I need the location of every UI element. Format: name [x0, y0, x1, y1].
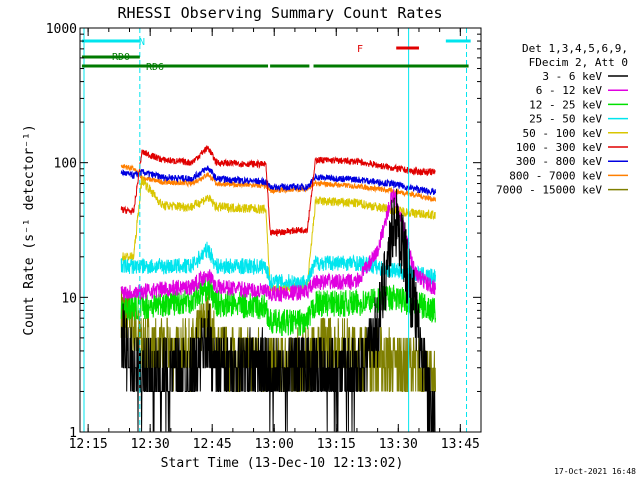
series-line-5 — [120, 145, 436, 238]
flag-label-f: F — [357, 44, 363, 55]
x-tick-label-4: 13:15 — [317, 437, 356, 452]
y-tick-label-0: 1 — [69, 426, 77, 441]
series-line-2 — [120, 273, 436, 337]
x-tick-label-6: 13:45 — [441, 437, 480, 452]
legend-header-line-1: Det 1,3,4,5,6,9, — [522, 42, 628, 55]
x-tick-label-5: 13:30 — [379, 437, 418, 452]
legend-label-3: 25 - 50 keV — [529, 113, 602, 126]
x-tick-label-0: 12:15 — [69, 437, 108, 452]
legend-label-8: 7000 - 15000 keV — [496, 184, 602, 197]
flag-label-rd6: RD6 — [146, 62, 164, 73]
series-line-0 — [121, 188, 436, 432]
chart-title: RHESSI Observing Summary Count Rates — [117, 4, 442, 22]
y-axis-label: Count Rate (s⁻¹ detector⁻¹) — [22, 124, 37, 335]
legend-label-6: 300 - 800 keV — [516, 155, 602, 168]
legend-label-0: 3 - 6 keV — [542, 70, 602, 83]
plot-area: N RD0 RD6 F — [81, 28, 471, 432]
timestamp: 17-Oct-2021 16:48 — [554, 467, 636, 476]
legend-label-5: 100 - 300 keV — [516, 141, 602, 154]
y-tick-label-1: 10 — [61, 291, 77, 306]
legend-label-2: 12 - 25 keV — [529, 98, 602, 111]
axes: 12:15 12:30 12:45 13:00 13:15 13:30 13:45 1 10 10… — [46, 22, 482, 452]
series-line-1 — [120, 189, 436, 303]
x-tick-label-2: 12:45 — [193, 437, 232, 452]
flag-label-rd0: RD0 — [112, 52, 130, 63]
legend-label-7: 800 - 7000 keV — [509, 169, 602, 182]
legend-label-1: 6 - 12 keV — [536, 84, 603, 97]
y-tick-label-2: 100 — [54, 157, 77, 172]
x-axis-label: Start Time (13-Dec-10 12:13:02) — [161, 456, 404, 471]
x-tick-label-3: 13:00 — [255, 437, 294, 452]
legend-label-4: 50 - 100 keV — [523, 127, 603, 140]
plot-frame — [79, 27, 482, 433]
flag-label-n: N — [139, 37, 145, 48]
series-line-6 — [120, 165, 436, 196]
legend-header-line-2: FDecim 2, Att 0 — [529, 56, 628, 69]
legend: Det 1,3,4,5,6,9, FDecim 2, Att 0 3 - 6 k… — [496, 42, 628, 197]
x-tick-label-1: 12:30 — [131, 437, 170, 452]
y-tick-label-3: 1000 — [46, 22, 77, 37]
